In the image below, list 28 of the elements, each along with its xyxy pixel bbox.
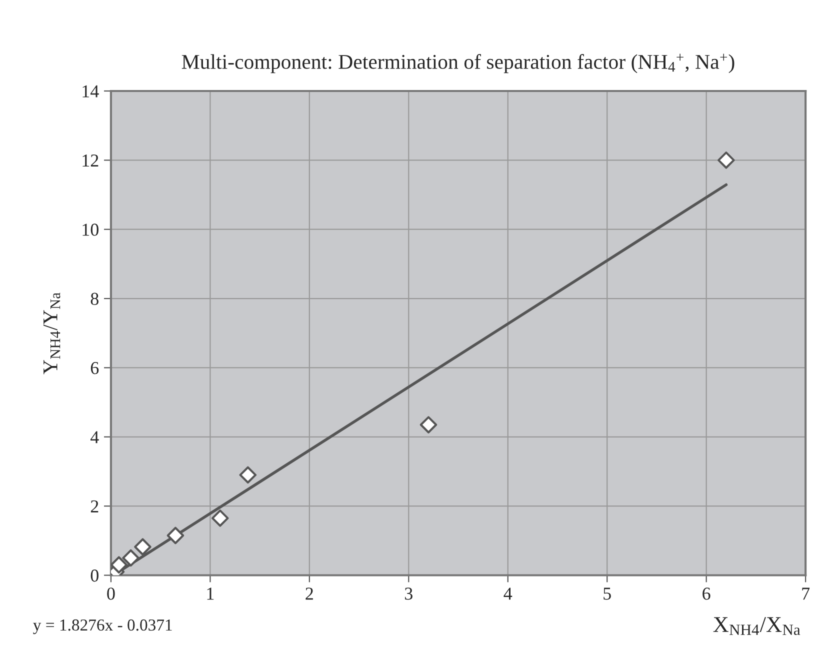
y-tick-label: 14 xyxy=(82,85,99,98)
x-tick-label: 0 xyxy=(107,588,115,600)
y-tick-label: 8 xyxy=(90,292,98,305)
y-tick-label: 0 xyxy=(90,570,98,582)
x-tick-label: 2 xyxy=(306,588,313,600)
point xyxy=(239,466,257,484)
point xyxy=(134,538,152,556)
point xyxy=(718,152,735,169)
point xyxy=(110,556,128,574)
y-axis-title: Y$_{NH4}$/Y$_{Na}$ xyxy=(43,292,60,374)
x-tick-label: 6 xyxy=(702,588,710,600)
point xyxy=(211,510,229,527)
text: y = 1.8276x - 0.0371 xyxy=(33,619,172,634)
x-tick-label: 7 xyxy=(802,588,810,600)
y-tick-label: 4 xyxy=(90,431,99,444)
chart-title: Multi-component: Determination of separation factor (NH$_{4}$$^{+}$, Na$^{+}$) xyxy=(182,54,734,74)
x-tick-label: 5 xyxy=(604,588,611,600)
point xyxy=(420,416,438,434)
y-tick-label: 6 xyxy=(90,362,99,374)
point xyxy=(166,526,184,544)
point xyxy=(122,549,140,567)
y-tick-label: 2 xyxy=(90,500,98,512)
x-tick-label: 3 xyxy=(405,588,412,600)
y-tick-label: 10 xyxy=(82,224,98,236)
x-tick-label: 4 xyxy=(504,588,512,600)
x-tick-label: 1 xyxy=(207,588,214,600)
x-axis-title: X$_{NH4}$/X$_{Na}$ xyxy=(713,617,800,636)
y-tick-label: 12 xyxy=(82,154,98,166)
